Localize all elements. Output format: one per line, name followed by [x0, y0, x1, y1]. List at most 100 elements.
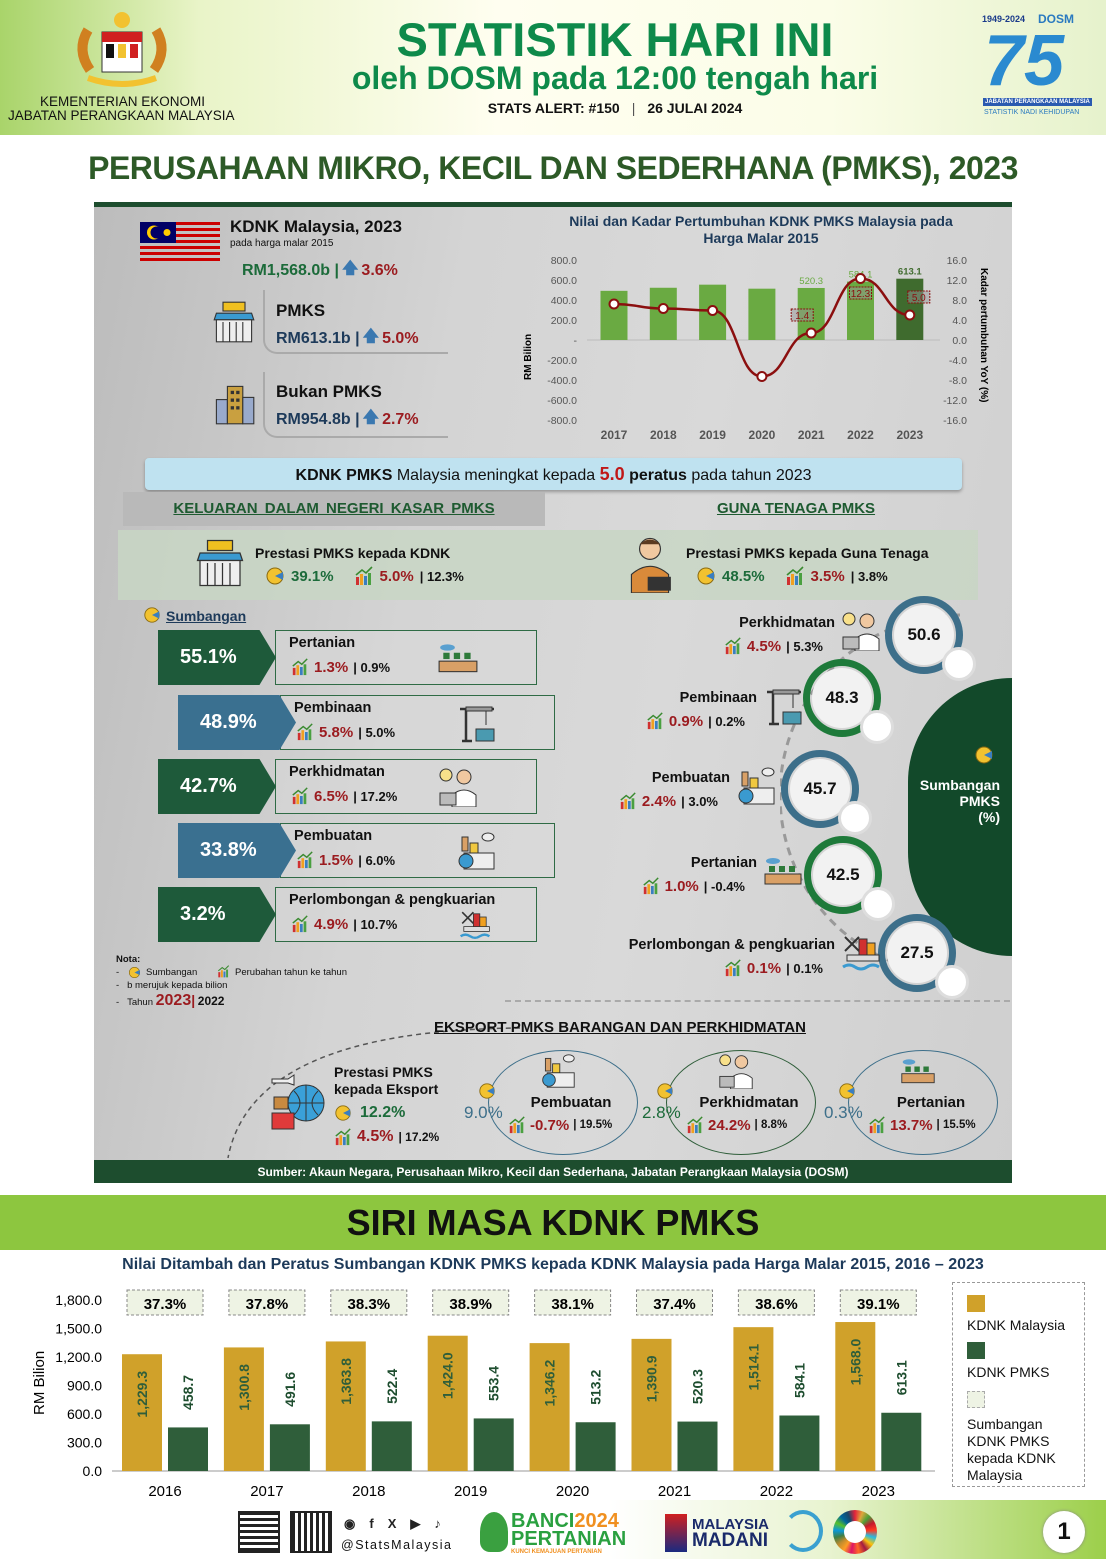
sector-growth-line: 6.5% | 17.2%	[291, 787, 397, 805]
export-sector-growth-2023: 13.7%	[890, 1116, 933, 1134]
sector-growth-line: 5.8% | 5.0%	[296, 723, 395, 741]
banci-year: 2024	[574, 1510, 619, 1532]
pmks-value: RM613.1b |	[276, 329, 360, 347]
kdnk-value: RM1,568.0b |	[242, 261, 339, 279]
bar-value-label: 1,568.0	[847, 1338, 863, 1385]
sector-growth-line: 2.4% | 3.0%	[619, 792, 718, 810]
sector-growth-2022: | 3.0%	[681, 793, 718, 809]
export-sector-growth-2022: | 8.8%	[754, 1119, 788, 1131]
export-sector-growth-2023: 24.2%	[708, 1116, 751, 1134]
instagram-icon[interactable]: ◉	[344, 1516, 370, 1531]
growth-point-2022	[855, 273, 866, 284]
share-label: 37.3%	[144, 1296, 187, 1313]
kdnk-malaysia-bar-2021	[631, 1338, 672, 1471]
bar-label: 613.1	[898, 267, 922, 278]
growth-chart-icon	[291, 915, 309, 933]
nota-year-previous: 2022	[197, 994, 225, 1008]
x-tick-label: 2022	[847, 428, 874, 442]
facebook-icon[interactable]: f	[369, 1516, 388, 1531]
sector-growth-2023: 1.3%	[314, 658, 349, 676]
x-tick-label: 2021	[798, 428, 825, 442]
department-name: JABATAN PERANGKAAN MALAYSIA	[8, 108, 235, 123]
export-sector-name: Perkhidmatan	[699, 1094, 799, 1111]
x-tick-label: 2017	[601, 428, 628, 442]
y-tick-label: 1,200.0	[55, 1349, 102, 1365]
eksport-title: EKSPORT PMKS BARANGAN DAN PERKHIDMATAN	[434, 1019, 806, 1036]
social-icons[interactable]: ◉fX▶♪	[344, 1516, 455, 1532]
export-sector-share: 2.8%	[642, 1103, 681, 1122]
dash: -	[116, 997, 120, 1008]
prestasi-kdnk-title: Prestasi PMKS kepada KDNK	[255, 545, 451, 561]
y-tick-label: 900.0	[67, 1378, 102, 1394]
export-sector-growth-2022: | 15.5%	[936, 1119, 976, 1131]
sector-growth-2023: 6.5%	[314, 787, 349, 805]
sector-name: Pembinaan	[294, 700, 372, 716]
kdnk-malaysia-bar-2017	[223, 1347, 264, 1471]
separator: |	[631, 100, 636, 116]
y-tick-label: -600.0	[547, 395, 577, 407]
sector-share-value: 27.5	[887, 923, 947, 983]
banner-text: Malaysia meningkat kepada	[392, 467, 600, 484]
oil-rig-icon	[841, 933, 881, 973]
malaysia-coat-of-arms-logo	[77, 12, 167, 87]
y-axis-label: RM Bilion	[523, 334, 534, 380]
sector-share: 55.1%	[158, 630, 276, 685]
sector-growth-line: 4.9% | 10.7%	[291, 915, 397, 933]
x-icon[interactable]: X	[387, 1516, 411, 1531]
share-box-2021	[636, 1289, 713, 1316]
bar-value-label: 522.4	[384, 1369, 400, 1404]
factory-icon	[736, 766, 776, 806]
social-handle: @StatsMalaysia	[341, 1538, 453, 1552]
pmks-shop-icon	[212, 300, 256, 344]
bukan-pmks-box	[263, 372, 448, 438]
pmks-bar-2022	[779, 1415, 820, 1471]
share-label: 39.1%	[857, 1296, 900, 1313]
growth-chart-icon	[296, 723, 314, 741]
growth-chart-icon	[291, 658, 309, 676]
share-label: 38.1%	[551, 1296, 594, 1313]
export-dashed-arc	[227, 1027, 521, 1159]
pmks-label: PMKS	[276, 301, 326, 320]
sector-growth-2023: 1.0%	[664, 877, 699, 895]
legend-swatch-sumbangan	[967, 1391, 985, 1408]
growth-label-box	[790, 308, 814, 322]
x-tick-label: 2018	[650, 428, 677, 442]
prestasi-guna-share: 48.5%	[722, 567, 765, 585]
sector-name: Perkhidmatan	[289, 764, 385, 780]
qr-code[interactable]	[290, 1511, 332, 1553]
tiktok-icon[interactable]: ♪	[434, 1516, 455, 1531]
pie-icon	[265, 566, 285, 586]
x-tick-label: 2016	[148, 1483, 181, 1500]
kdnk-malaysia-bar-2020	[529, 1343, 570, 1471]
stats-alert-number: STATS ALERT: #150	[487, 100, 620, 116]
y-axis-label: RM Bilion	[31, 1351, 48, 1415]
banci-tagline: KUNCI KEMAJUAN PERTANIAN	[511, 1549, 602, 1555]
legend-kdnk-pmks: KDNK PMKS	[967, 1364, 1050, 1380]
kdnk-malaysia-bar-2016	[122, 1354, 162, 1471]
sector-name: Pertanian	[289, 635, 356, 651]
stats-alert-line: STATS ALERT: #150 | 26 JULAI 2024	[0, 100, 1106, 116]
nota-title: Nota:	[116, 954, 141, 965]
growth-point-2019	[707, 305, 719, 316]
export-growth-line: 13.7% | 15.5%	[868, 1116, 976, 1134]
sumbangan-pmks-label: Sumbangan PMKS (%)	[900, 777, 1000, 825]
bar-value-label: 1,390.9	[644, 1355, 660, 1402]
section-guna-tenaga-title: GUNA TENAGA PMKS	[716, 500, 876, 517]
youtube-icon[interactable]: ▶	[410, 1516, 435, 1531]
kdnk-malaysia-bar-2023	[835, 1322, 876, 1471]
main-title: PERUSAHAAN MIKRO, KECIL DAN SEDERHANA (P…	[88, 150, 1018, 186]
bar-2017	[600, 290, 628, 340]
hub-line1: Sumbangan	[919, 777, 1000, 793]
pertanian-word: PERTANIAN	[511, 1528, 627, 1550]
bar-label: 520.3	[799, 276, 823, 287]
growth-chart-icon	[334, 1128, 352, 1146]
pmks-bar-2023	[881, 1412, 922, 1471]
qr-code[interactable]	[238, 1511, 280, 1553]
sector-detail-box	[275, 759, 537, 814]
up-arrow-icon: 🡅	[362, 328, 380, 345]
oil-rig-icon	[457, 909, 493, 941]
bottom-chart: 1,800.0 1,500.0 1,200.0 900.0 600.0 300.0 0.0 R…	[31, 1289, 935, 1500]
release-date: 26 JULAI 2024	[647, 100, 743, 116]
prestasi-guna-growth-2023: 3.5%	[810, 567, 845, 585]
up-arrow-icon: 🡅	[341, 260, 359, 277]
